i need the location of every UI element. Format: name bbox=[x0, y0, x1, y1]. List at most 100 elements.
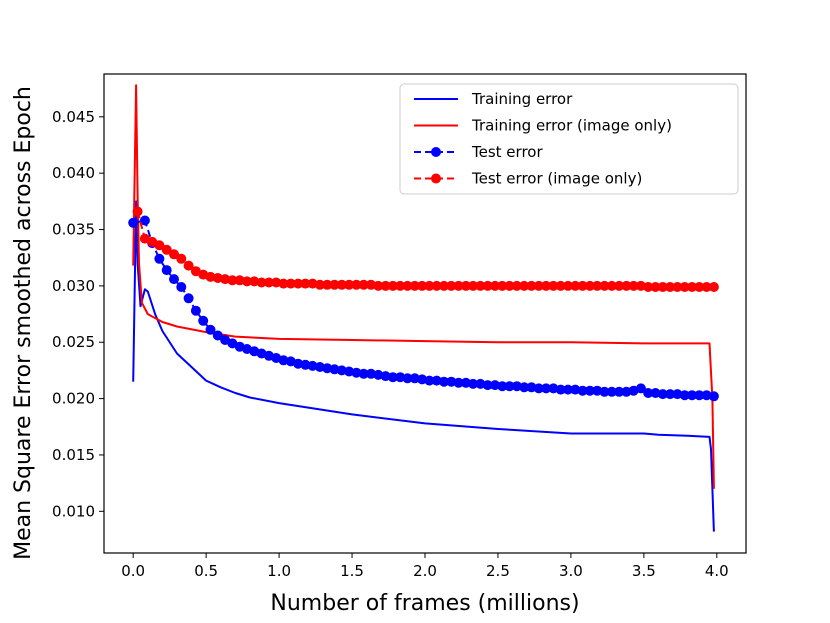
y-tick-label: 0.045 bbox=[52, 108, 95, 126]
series-point bbox=[701, 282, 712, 292]
legend-marker bbox=[431, 173, 441, 184]
series-point bbox=[548, 280, 559, 291]
series-point bbox=[665, 282, 676, 292]
series-point bbox=[541, 383, 552, 394]
series-point bbox=[161, 265, 172, 276]
series-point bbox=[402, 280, 413, 291]
series-point bbox=[453, 280, 464, 291]
series-point bbox=[482, 380, 493, 391]
series-2 bbox=[128, 215, 719, 402]
x-tick-label: 3.5 bbox=[632, 562, 656, 580]
series-point bbox=[300, 278, 311, 289]
y-tick-label: 0.025 bbox=[52, 333, 95, 351]
series-point bbox=[169, 274, 179, 285]
series-point bbox=[497, 280, 508, 291]
series-point bbox=[439, 376, 449, 387]
x-axis-label: Number of frames (millions) bbox=[270, 591, 579, 616]
series-point bbox=[599, 386, 610, 397]
series-point bbox=[533, 280, 544, 291]
series-point bbox=[592, 280, 603, 291]
series-point bbox=[526, 280, 537, 291]
series-point bbox=[198, 315, 209, 326]
x-tick-label: 1.5 bbox=[340, 562, 364, 580]
series-point bbox=[665, 389, 676, 400]
x-axis: 0.0 0.5 1.0 1.5 2.0 2.5 3.0 3.5 4.0 bbox=[121, 553, 729, 580]
legend-label: Test error (image only) bbox=[471, 170, 642, 188]
series-point bbox=[139, 215, 150, 226]
series-point bbox=[263, 277, 274, 288]
series-point bbox=[679, 282, 690, 292]
series-point bbox=[424, 375, 435, 386]
series-point bbox=[380, 280, 391, 291]
series-point bbox=[606, 386, 617, 397]
y-axis: 0.010 0.015 0.020 0.025 0.030 0.035 0.040 0.045 bbox=[52, 108, 104, 520]
series-point bbox=[519, 280, 530, 291]
legend-label: Training error bbox=[471, 90, 573, 108]
series-point bbox=[708, 391, 719, 402]
series-point bbox=[256, 277, 267, 288]
x-tick-label: 0.5 bbox=[194, 562, 218, 580]
series-point bbox=[205, 324, 216, 335]
x-tick-label: 4.0 bbox=[705, 562, 729, 580]
series-line bbox=[132, 84, 715, 489]
series-point bbox=[285, 278, 296, 289]
y-tick-label: 0.040 bbox=[52, 164, 95, 182]
series-point bbox=[541, 280, 552, 291]
series-0 bbox=[132, 200, 715, 532]
series-point bbox=[234, 275, 245, 286]
series-point bbox=[417, 280, 428, 291]
series-point bbox=[242, 276, 252, 287]
series-point bbox=[128, 217, 139, 228]
legend: Training error Training error (image only… bbox=[399, 83, 739, 195]
series-point bbox=[563, 280, 573, 291]
series-point bbox=[227, 275, 238, 286]
series-point bbox=[628, 280, 639, 291]
series-point bbox=[314, 279, 325, 290]
y-tick-label: 0.020 bbox=[52, 390, 95, 408]
series-point bbox=[606, 280, 617, 291]
series-point bbox=[511, 280, 522, 291]
series-point bbox=[190, 305, 201, 316]
legend-entry: Training error (image only) bbox=[414, 117, 672, 135]
series-line bbox=[132, 200, 715, 532]
series-point bbox=[460, 280, 471, 291]
series-point bbox=[169, 249, 179, 260]
series-point bbox=[373, 280, 384, 291]
series-point bbox=[183, 260, 194, 271]
series-point bbox=[635, 383, 646, 394]
series-point bbox=[468, 280, 479, 291]
series-point bbox=[249, 276, 260, 287]
series-point bbox=[468, 378, 479, 389]
series-point bbox=[387, 280, 398, 291]
series-point bbox=[446, 376, 457, 387]
series-point bbox=[439, 280, 449, 291]
y-tick-label: 0.015 bbox=[52, 446, 95, 464]
series-point bbox=[490, 280, 500, 291]
series-point bbox=[701, 390, 712, 401]
legend-label: Test error bbox=[471, 143, 543, 161]
series-point bbox=[358, 279, 369, 290]
y-axis-label: Mean Square Error smoothed across Epoch bbox=[11, 86, 36, 560]
series-point bbox=[694, 282, 705, 292]
series-point bbox=[344, 279, 355, 290]
series-point bbox=[687, 390, 697, 401]
series-point bbox=[154, 253, 165, 264]
series-point bbox=[336, 365, 347, 376]
series-layer bbox=[128, 84, 719, 532]
series-point bbox=[584, 280, 595, 291]
series-point bbox=[504, 381, 515, 392]
series-point bbox=[497, 381, 508, 392]
series-point bbox=[657, 282, 668, 292]
series-point bbox=[533, 383, 544, 394]
series-point bbox=[183, 293, 194, 304]
series-point bbox=[161, 244, 172, 255]
series-point bbox=[446, 280, 457, 291]
x-tick-label: 2.0 bbox=[413, 562, 437, 580]
series-point bbox=[504, 280, 515, 291]
series-point bbox=[358, 368, 369, 379]
series-point bbox=[132, 206, 143, 217]
series-1 bbox=[132, 84, 715, 489]
series-point bbox=[293, 278, 304, 289]
legend-label: Training error (image only) bbox=[471, 117, 672, 135]
